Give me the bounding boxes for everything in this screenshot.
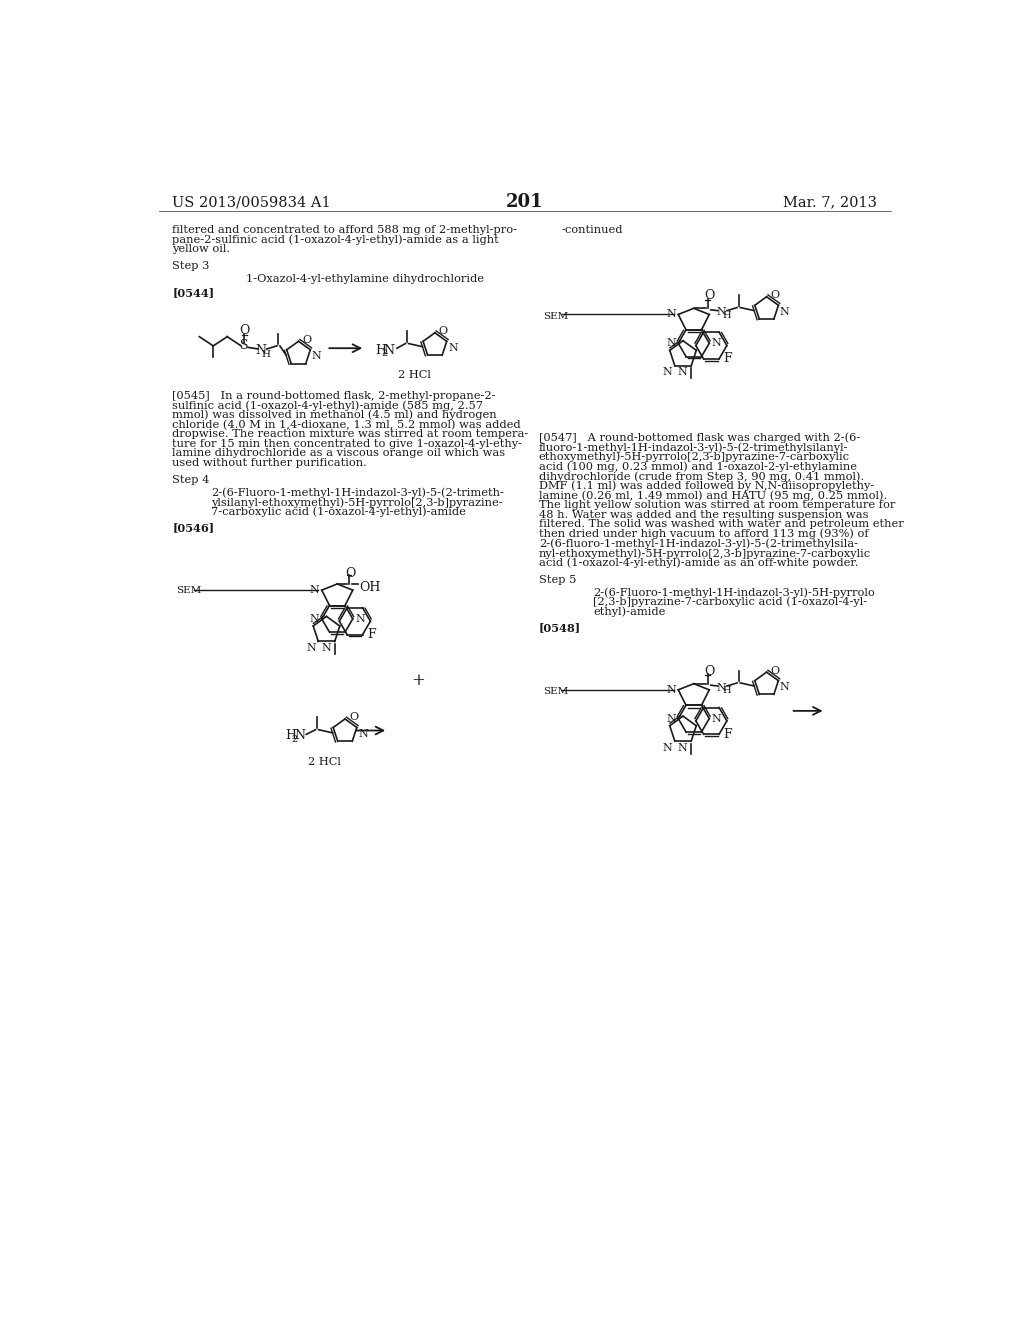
Text: 2: 2 bbox=[381, 348, 388, 358]
Text: F: F bbox=[368, 628, 376, 642]
Text: N: N bbox=[667, 714, 676, 723]
Text: N: N bbox=[667, 338, 676, 348]
Text: acid (100 mg, 0.23 mmol) and 1-oxazol-2-yl-ethylamine: acid (100 mg, 0.23 mmol) and 1-oxazol-2-… bbox=[539, 462, 857, 473]
Text: N: N bbox=[306, 643, 316, 653]
Text: filtered and concentrated to afford 588 mg of 2-methyl-pro-: filtered and concentrated to afford 588 … bbox=[172, 224, 517, 235]
Text: SEM: SEM bbox=[543, 686, 568, 696]
Text: N: N bbox=[712, 338, 721, 348]
Text: lamine (0.26 ml, 1.49 mmol) and HATU (95 mg, 0.25 mmol).: lamine (0.26 ml, 1.49 mmol) and HATU (95… bbox=[539, 490, 887, 500]
Text: Step 3: Step 3 bbox=[172, 261, 210, 271]
Text: N: N bbox=[667, 309, 676, 319]
Text: N: N bbox=[295, 730, 305, 742]
Text: 48 h. Water was added and the resulting suspension was: 48 h. Water was added and the resulting … bbox=[539, 510, 868, 520]
Text: 2: 2 bbox=[292, 735, 298, 744]
Text: N: N bbox=[780, 682, 790, 692]
Text: dropwise. The reaction mixture was stirred at room tempera-: dropwise. The reaction mixture was stirr… bbox=[172, 429, 528, 440]
Text: O: O bbox=[239, 323, 250, 337]
Text: O: O bbox=[770, 665, 779, 676]
Text: N: N bbox=[780, 306, 790, 317]
Text: pane-2-sulfinic acid (1-oxazol-4-yl-ethyl)-amide as a light: pane-2-sulfinic acid (1-oxazol-4-yl-ethy… bbox=[172, 234, 499, 244]
Text: H: H bbox=[286, 730, 296, 742]
Text: chloride (4.0 M in 1,4-dioxane, 1.3 ml, 5.2 mmol) was added: chloride (4.0 M in 1,4-dioxane, 1.3 ml, … bbox=[172, 420, 521, 430]
Text: [2,3-b]pyrazine-7-carboxylic acid (1-oxazol-4-yl-: [2,3-b]pyrazine-7-carboxylic acid (1-oxa… bbox=[593, 597, 867, 607]
Text: [0545]   In a round-bottomed flask, 2-methyl-propane-2-: [0545] In a round-bottomed flask, 2-meth… bbox=[172, 391, 496, 400]
Text: ethoxymethyl)-5H-pyrrolo[2,3-b]pyrazine-7-carboxylic: ethoxymethyl)-5H-pyrrolo[2,3-b]pyrazine-… bbox=[539, 451, 850, 462]
Text: F: F bbox=[724, 727, 732, 741]
Text: S: S bbox=[240, 339, 249, 352]
Text: O: O bbox=[705, 289, 715, 302]
Text: O: O bbox=[705, 665, 715, 678]
Text: 2-(6-fluoro-1-methyl-1H-indazol-3-yl)-5-(2-trimethylsila-: 2-(6-fluoro-1-methyl-1H-indazol-3-yl)-5-… bbox=[539, 539, 858, 549]
Text: nyl-ethoxymethyl)-5H-pyrrolo[2,3-b]pyrazine-7-carboxylic: nyl-ethoxymethyl)-5H-pyrrolo[2,3-b]pyraz… bbox=[539, 548, 870, 558]
Text: N: N bbox=[663, 367, 673, 378]
Text: SEM: SEM bbox=[176, 586, 202, 594]
Text: N: N bbox=[449, 343, 458, 352]
Text: H: H bbox=[261, 350, 270, 359]
Text: dihydrochloride (crude from Step 3, 90 mg, 0.41 mmol).: dihydrochloride (crude from Step 3, 90 m… bbox=[539, 471, 864, 482]
Text: -continued: -continued bbox=[562, 224, 624, 235]
Text: N: N bbox=[717, 308, 726, 317]
Text: [0546]: [0546] bbox=[172, 523, 214, 533]
Text: acid (1-oxazol-4-yl-ethyl)-amide as an off-white powder.: acid (1-oxazol-4-yl-ethyl)-amide as an o… bbox=[539, 557, 858, 568]
Text: lamine dihydrochloride as a viscous orange oil which was: lamine dihydrochloride as a viscous oran… bbox=[172, 449, 505, 458]
Text: US 2013/0059834 A1: US 2013/0059834 A1 bbox=[172, 195, 331, 210]
Text: N: N bbox=[309, 614, 319, 624]
Text: N: N bbox=[256, 345, 267, 356]
Text: O: O bbox=[349, 713, 358, 722]
Text: F: F bbox=[724, 352, 732, 366]
Text: N: N bbox=[678, 743, 687, 752]
Text: N: N bbox=[384, 345, 394, 356]
Text: N: N bbox=[358, 729, 368, 739]
Text: 201: 201 bbox=[506, 193, 544, 211]
Text: N: N bbox=[712, 714, 721, 723]
Text: ture for 15 min then concentrated to give 1-oxazol-4-yl-ethy-: ture for 15 min then concentrated to giv… bbox=[172, 438, 522, 449]
Text: ylsilanyl-ethoxymethyl)-5H-pyrrolo[2,3-b]pyrazine-: ylsilanyl-ethoxymethyl)-5H-pyrrolo[2,3-b… bbox=[211, 498, 503, 508]
Text: [0548]: [0548] bbox=[539, 622, 581, 634]
Text: yellow oil.: yellow oil. bbox=[172, 244, 230, 253]
Text: 2-(6-Fluoro-1-methyl-1H-indazol-3-yl)-5-(2-trimeth-: 2-(6-Fluoro-1-methyl-1H-indazol-3-yl)-5-… bbox=[211, 487, 504, 498]
Text: N: N bbox=[717, 682, 726, 693]
Text: [0544]: [0544] bbox=[172, 288, 214, 298]
Text: DMF (1.1 ml) was added followed by N,N-diisopropylethy-: DMF (1.1 ml) was added followed by N,N-d… bbox=[539, 480, 874, 491]
Text: filtered. The solid was washed with water and petroleum ether: filtered. The solid was washed with wate… bbox=[539, 519, 903, 529]
Text: H: H bbox=[375, 345, 386, 356]
Text: 2 HCl: 2 HCl bbox=[308, 758, 341, 767]
Text: 2 HCl: 2 HCl bbox=[398, 370, 431, 380]
Text: OH: OH bbox=[359, 581, 381, 594]
Text: +: + bbox=[412, 672, 426, 689]
Text: N: N bbox=[663, 743, 673, 752]
Text: 1-Oxazol-4-yl-ethylamine dihydrochloride: 1-Oxazol-4-yl-ethylamine dihydrochloride bbox=[246, 275, 483, 284]
Text: ethyl)-amide: ethyl)-amide bbox=[593, 607, 666, 618]
Text: 2-(6-Fluoro-1-methyl-1H-indazol-3-yl)-5H-pyrrolo: 2-(6-Fluoro-1-methyl-1H-indazol-3-yl)-5H… bbox=[593, 587, 874, 598]
Text: N: N bbox=[678, 367, 687, 378]
Text: O: O bbox=[770, 290, 779, 300]
Text: The light yellow solution was stirred at room temperature for: The light yellow solution was stirred at… bbox=[539, 500, 895, 510]
Text: mmol) was dissolved in methanol (4.5 ml) and hydrogen: mmol) was dissolved in methanol (4.5 ml)… bbox=[172, 409, 497, 420]
Text: N: N bbox=[322, 643, 331, 653]
Text: fluoro-1-methyl-1H-indazol-3-yl)-5-(2-trimethylsilanyl-: fluoro-1-methyl-1H-indazol-3-yl)-5-(2-tr… bbox=[539, 442, 848, 453]
Text: sulfinic acid (1-oxazol-4-yl-ethyl)-amide (585 mg, 2.57: sulfinic acid (1-oxazol-4-yl-ethyl)-amid… bbox=[172, 400, 483, 411]
Text: N: N bbox=[667, 685, 676, 694]
Text: Step 4: Step 4 bbox=[172, 475, 210, 486]
Text: N: N bbox=[309, 585, 319, 595]
Text: H: H bbox=[723, 310, 731, 319]
Text: used without further purification.: used without further purification. bbox=[172, 458, 367, 467]
Text: H: H bbox=[723, 686, 731, 696]
Text: N: N bbox=[312, 351, 322, 362]
Text: [0547]   A round-bottomed flask was charged with 2-(6-: [0547] A round-bottomed flask was charge… bbox=[539, 433, 860, 444]
Text: 7-carboxylic acid (1-oxazol-4-yl-ethyl)-amide: 7-carboxylic acid (1-oxazol-4-yl-ethyl)-… bbox=[211, 507, 466, 517]
Text: Step 5: Step 5 bbox=[539, 576, 577, 585]
Text: Mar. 7, 2013: Mar. 7, 2013 bbox=[783, 195, 878, 210]
Text: then dried under high vacuum to afford 113 mg (93%) of: then dried under high vacuum to afford 1… bbox=[539, 529, 868, 540]
Text: N: N bbox=[355, 614, 365, 624]
Text: O: O bbox=[345, 566, 355, 579]
Text: O: O bbox=[438, 326, 447, 337]
Text: O: O bbox=[302, 335, 311, 345]
Text: SEM: SEM bbox=[543, 312, 568, 321]
